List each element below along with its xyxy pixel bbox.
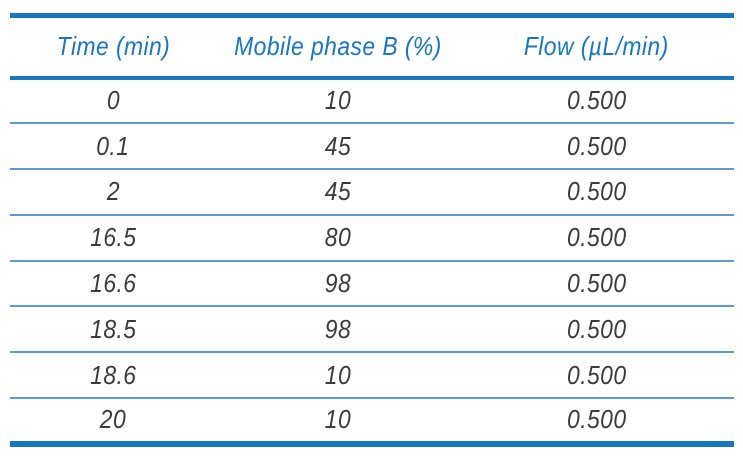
column-header-time: Time (min) (10, 15, 217, 80)
cell-time-value: 0 (106, 85, 120, 116)
cell-flow-value: 0.500 (566, 268, 627, 299)
table-row: 16.5 80 0.500 (10, 213, 734, 261)
cell-time: 18.5 (10, 305, 217, 353)
cell-flow: 0.500 (458, 259, 734, 307)
cell-time: 18.6 (10, 351, 217, 399)
cell-flow: 0.500 (458, 305, 734, 353)
cell-flow: 0.500 (458, 168, 734, 215)
cell-mobile-phase-b-value: 10 (324, 404, 351, 435)
table-body: 0 10 0.500 0.1 45 0.500 2 45 0.500 16.5 … (10, 78, 734, 444)
cell-mobile-phase-b-value: 98 (324, 268, 351, 299)
cell-mobile-phase-b: 98 (216, 305, 459, 353)
column-header-flow: Flow (µL/min) (458, 15, 734, 80)
header-row: Time (min) Mobile phase B (%) Flow (µL/m… (10, 15, 734, 80)
column-header-time-label: Time (min) (56, 31, 170, 62)
cell-time-value: 0.1 (96, 130, 130, 161)
table-row: 0.1 45 0.500 (10, 122, 734, 170)
cell-flow: 0.500 (458, 397, 734, 444)
table-row: 2 45 0.500 (10, 168, 734, 215)
table-row: 18.5 98 0.500 (10, 305, 734, 353)
table-header: Time (min) Mobile phase B (%) Flow (µL/m… (10, 15, 734, 80)
cell-mobile-phase-b: 10 (216, 397, 459, 444)
cell-mobile-phase-b: 10 (216, 78, 459, 124)
cell-mobile-phase-b: 80 (216, 213, 459, 261)
cell-mobile-phase-b: 45 (216, 168, 459, 215)
cell-flow: 0.500 (458, 122, 734, 170)
column-header-mobile-phase-b: Mobile phase B (%) (216, 15, 459, 80)
lc-gradient-table: Time (min) Mobile phase B (%) Flow (µL/m… (10, 13, 734, 447)
cell-flow-value: 0.500 (566, 85, 627, 116)
cell-flow-value: 0.500 (566, 130, 627, 161)
cell-time-value: 2 (106, 176, 120, 207)
cell-time: 2 (10, 168, 217, 215)
cell-mobile-phase-b: 45 (216, 122, 459, 170)
cell-flow-value: 0.500 (566, 176, 627, 207)
cell-mobile-phase-b-value: 10 (324, 359, 351, 390)
cell-flow-value: 0.500 (566, 359, 627, 390)
cell-time: 16.6 (10, 259, 217, 307)
table-row: 18.6 10 0.500 (10, 351, 734, 399)
cell-flow-value: 0.500 (566, 313, 627, 344)
cell-mobile-phase-b: 98 (216, 259, 459, 307)
column-header-flow-label: Flow (µL/min) (524, 31, 669, 62)
cell-mobile-phase-b: 10 (216, 351, 459, 399)
cell-time: 20 (10, 397, 217, 444)
cell-time: 16.5 (10, 213, 217, 261)
cell-flow-value: 0.500 (566, 404, 627, 435)
cell-time-value: 18.6 (90, 359, 137, 390)
cell-mobile-phase-b-value: 80 (324, 222, 351, 253)
cell-mobile-phase-b-value: 45 (324, 176, 351, 207)
cell-time: 0.1 (10, 122, 217, 170)
cell-mobile-phase-b-value: 45 (324, 130, 351, 161)
cell-flow: 0.500 (458, 213, 734, 261)
cell-flow-value: 0.500 (566, 222, 627, 253)
cell-time-value: 18.5 (90, 313, 137, 344)
column-header-mobile-phase-b-label: Mobile phase B (%) (233, 31, 442, 62)
gradient-table-container: Time (min) Mobile phase B (%) Flow (µL/m… (10, 13, 734, 447)
cell-flow: 0.500 (459, 78, 734, 124)
table-row: 20 10 0.500 (10, 397, 734, 444)
table-row: 16.6 98 0.500 (10, 259, 734, 307)
cell-mobile-phase-b-value: 10 (324, 85, 351, 116)
cell-time: 0 (10, 78, 216, 124)
cell-flow: 0.500 (458, 351, 734, 399)
table-row: 0 10 0.500 (10, 78, 734, 124)
cell-time-value: 20 (99, 404, 127, 435)
cell-time-value: 16.6 (90, 268, 137, 299)
cell-mobile-phase-b-value: 98 (324, 313, 351, 344)
cell-time-value: 16.5 (90, 222, 137, 253)
